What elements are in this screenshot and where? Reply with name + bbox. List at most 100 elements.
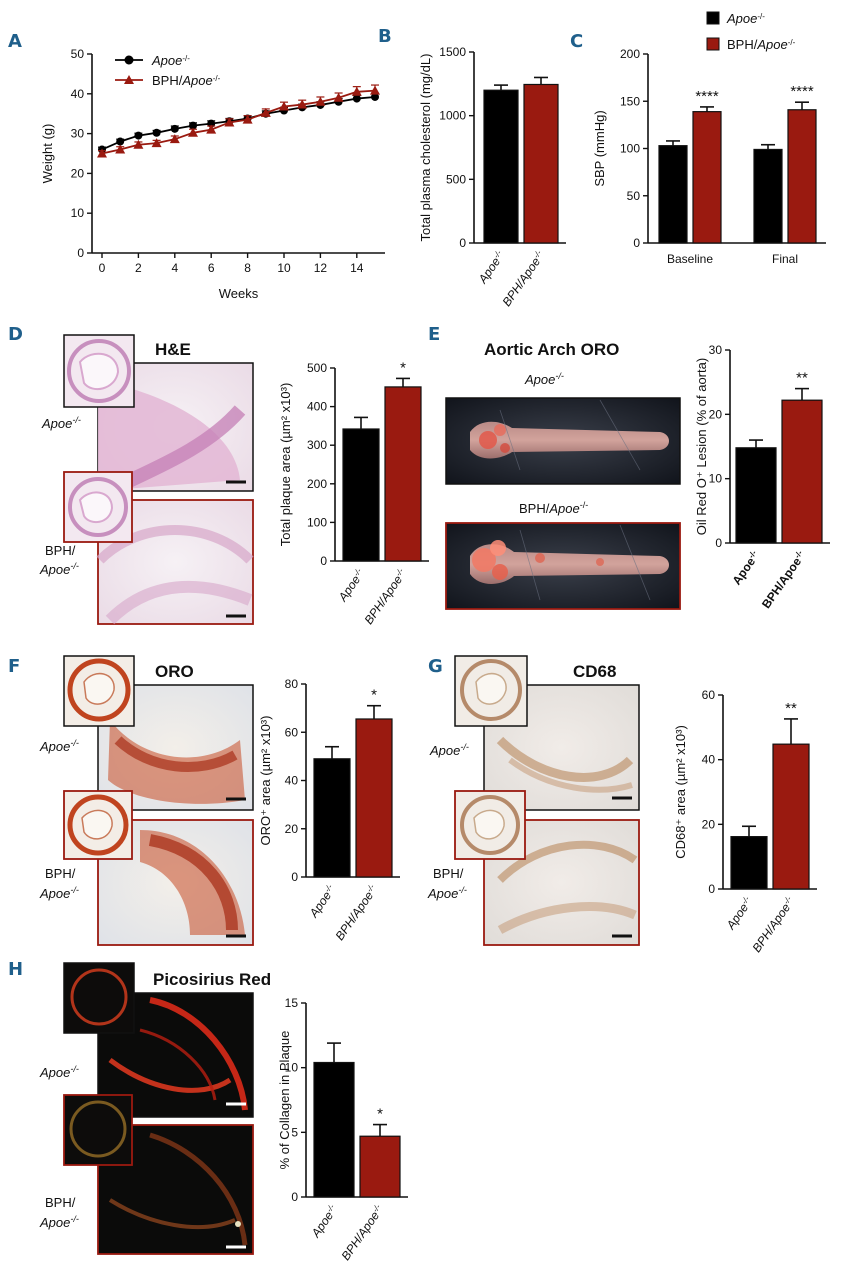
a-series-0-point-2 <box>134 131 143 140</box>
a-series-1-point-3 <box>151 138 162 148</box>
f-bph-label-2: Apoe-/- <box>39 885 79 901</box>
d-xtick-label-1: BPH/Apoe-/- <box>361 566 410 627</box>
chart-c: 0 50 100 150 200 SBP (mmHg) Baseline **** Final *… <box>592 11 826 266</box>
panel-label-g: G <box>428 656 443 677</box>
h-xtick-label-0: Apoe-/- <box>308 1202 341 1241</box>
a-legend-label-0: Apoe-/- <box>151 53 190 68</box>
a-series-1-point-11 <box>297 99 308 109</box>
e-apoe-label: Apoe-/- <box>524 371 564 387</box>
chart-f: 0 20 40 60 80 ORO⁺ area (µm² x10³) Apoe-/-BPH/… <box>258 677 400 943</box>
c-legend-label-1: BPH/Apoe-/- <box>727 37 796 52</box>
panel-label-a: A <box>8 31 22 52</box>
g-ytick-label-1: 20 <box>702 817 716 831</box>
panel-f-title: ORO <box>155 662 194 681</box>
c-legend-label-0: Apoe-/- <box>726 11 765 26</box>
c-significance-0: **** <box>695 88 719 105</box>
d-bar-1 <box>384 386 422 562</box>
e-ytick-label-2: 20 <box>709 407 723 421</box>
h-ytick-label-3: 15 <box>285 996 299 1010</box>
h-apoe-label: Apoe-/- <box>39 1064 79 1080</box>
a-xtick-label-1: 2 <box>135 261 142 275</box>
f-significance: * <box>371 687 377 704</box>
a-xtick-label-4: 8 <box>244 261 251 275</box>
g-ytick-label-0: 0 <box>708 882 715 896</box>
a-series-0-point-4 <box>170 124 179 133</box>
d-ytick-label-1: 100 <box>307 515 327 529</box>
c-bar-1-1 <box>787 109 817 244</box>
h-bph-label-1: BPH/ <box>45 1195 76 1210</box>
chart-d: 0 100 200 300 400 500 Total plaque area (µm² x… <box>278 359 429 627</box>
g-apoe-label: Apoe-/- <box>429 742 469 758</box>
g-xtick-label-0: Apoe-/- <box>723 894 756 933</box>
c-ylabel: SBP (mmHg) <box>592 110 607 186</box>
c-ytick-label-2: 100 <box>620 142 640 156</box>
b-bar-1 <box>523 83 559 244</box>
a-series-1-point-1 <box>115 144 126 154</box>
a-ytick-label-5: 50 <box>71 47 85 61</box>
c-ytick-label-3: 150 <box>620 94 640 108</box>
g-xtick-label-1: BPH/Apoe-/- <box>749 894 798 955</box>
a-xtick-label-0: 0 <box>99 261 106 275</box>
e-bph-label: BPH/Apoe-/- <box>519 500 588 516</box>
panel-label-d: D <box>8 324 23 345</box>
c-bar-0-0 <box>658 145 688 244</box>
panel-e-title: Aortic Arch ORO <box>484 340 619 359</box>
g-bar-0 <box>730 836 768 890</box>
h-ytick-label-2: 10 <box>285 1061 299 1075</box>
g-significance: ** <box>785 700 797 717</box>
f-xtick-label-1: BPH/Apoe-/- <box>332 882 381 943</box>
g-bph-label-1: BPH/ <box>433 866 464 881</box>
a-series-0-point-1 <box>116 137 125 146</box>
b-xtick-label-1: BPH/Apoe-/- <box>499 248 548 309</box>
chart-a: 0 10 20 30 40 50 0 2 4 6 8 10 12 14 Weeks Weight (g) Apo… <box>40 47 385 301</box>
a-series-1-point-13 <box>333 92 344 102</box>
a-series-0-point-5 <box>189 121 197 130</box>
e-xtick-label-1: BPH/Apoe-/- <box>759 548 809 611</box>
e-ytick-label-3: 30 <box>709 343 723 357</box>
a-legend-marker-0 <box>124 55 134 65</box>
c-bar-1-0 <box>753 148 783 244</box>
a-series-1-point-0 <box>97 148 107 158</box>
panel-g-title: CD68 <box>573 662 616 681</box>
b-ytick-label-2: 1000 <box>439 109 466 123</box>
a-ytick-label-1: 10 <box>71 206 85 220</box>
h-bar-1 <box>359 1135 401 1198</box>
a-ytick-label-3: 30 <box>71 127 85 141</box>
a-series-1-point-6 <box>206 124 217 134</box>
panel-label-b: B <box>378 26 392 47</box>
e-bar-1 <box>781 399 823 544</box>
a-xlabel: Weeks <box>219 286 259 301</box>
b-ytick-label-3: 1500 <box>439 45 466 59</box>
e-xtick-label-0: Apoe-/- <box>729 548 763 587</box>
a-series-1-point-12 <box>315 96 326 106</box>
he-images <box>63 334 254 625</box>
e-ylabel: Oil Red O⁺ Lesion (% of aorta) <box>694 358 709 535</box>
b-ytick-label-1: 500 <box>446 172 466 186</box>
a-series-1-point-15 <box>370 85 380 95</box>
c-legend-swatch-0 <box>706 11 720 25</box>
c-ytick-label-1: 50 <box>627 189 641 203</box>
f-bph-label-1: BPH/ <box>45 866 76 881</box>
f-bar-1 <box>355 718 393 878</box>
picosirius-images <box>63 962 254 1255</box>
a-series-1-point-9 <box>260 107 271 117</box>
h-xtick-label-1: BPH/Apoe-/- <box>338 1202 387 1263</box>
c-legend-swatch-1 <box>706 37 720 51</box>
a-legend-marker-1 <box>124 75 134 84</box>
b-ylabel: Total plasma cholesterol (mg/dL) <box>418 54 433 242</box>
a-series-1-point-10 <box>279 101 289 111</box>
d-ytick-label-0: 0 <box>320 554 327 568</box>
a-xtick-label-2: 4 <box>171 261 178 275</box>
b-xtick-label-0: Apoe-/- <box>475 248 508 287</box>
aorta-image-bph <box>445 522 681 610</box>
c-xtick-label-0: Baseline <box>667 252 713 266</box>
aorta-image-apoe <box>445 397 681 485</box>
oro-images <box>63 655 254 946</box>
d-bph-label-1: BPH/ <box>45 543 76 558</box>
h-ytick-label-0: 0 <box>291 1190 298 1204</box>
f-ytick-label-3: 60 <box>285 725 299 739</box>
a-series-1-point-5 <box>188 127 198 137</box>
